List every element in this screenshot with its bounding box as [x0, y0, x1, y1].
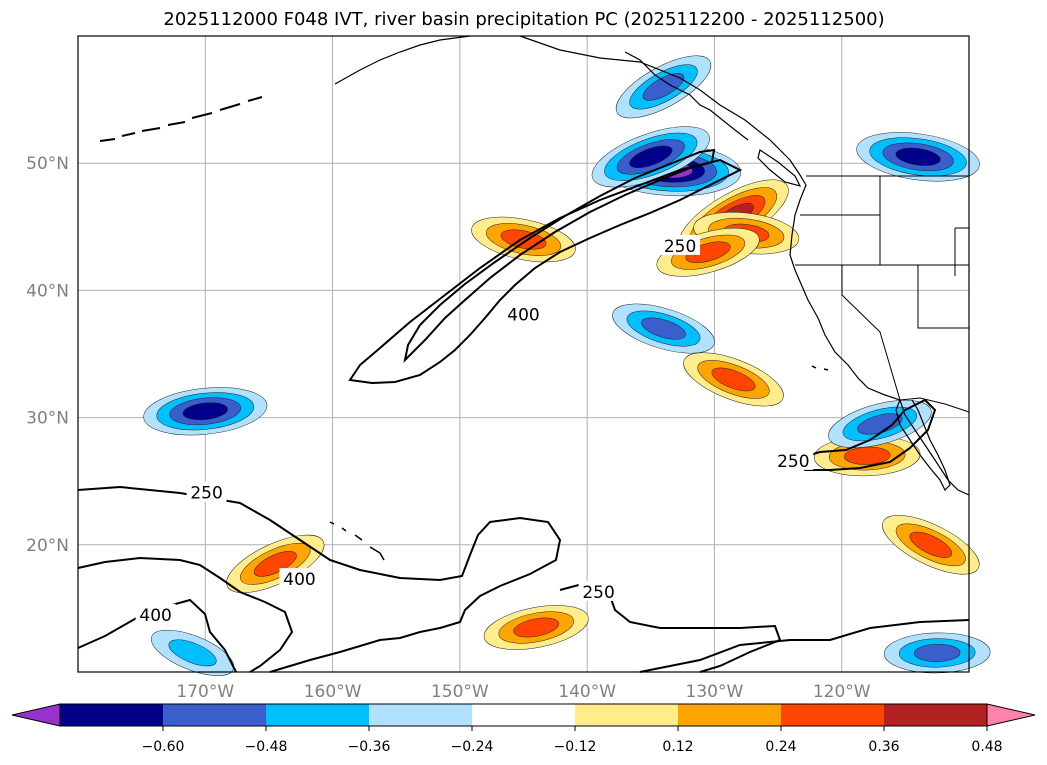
- contour-label: 250: [582, 583, 614, 603]
- negative-anomaly-area: [895, 147, 941, 166]
- contour-label: 250: [664, 237, 696, 257]
- y-tick-label: 40°N: [26, 281, 69, 301]
- negative-anomaly-area: [168, 639, 217, 667]
- colorbar-tick-label: 0.48: [971, 739, 1002, 755]
- colorbar-tick-label: −0.36: [348, 739, 391, 755]
- contour-label-bg: [135, 603, 176, 624]
- positive-anomaly-area: [513, 617, 560, 638]
- coastline-baja: [895, 399, 951, 492]
- contour-label-bg: [578, 580, 619, 601]
- positive-anomaly-area: [685, 241, 731, 263]
- x-tick-label: 130°W: [686, 682, 744, 702]
- colorbar-frame: [59, 703, 988, 727]
- coastline-alaska-panhandle: [624, 51, 749, 141]
- contour-label: 400: [507, 306, 539, 326]
- colorbar-segment: [60, 704, 164, 726]
- contour-label-bg: [503, 303, 544, 324]
- colorbar-extend-low: [11, 703, 61, 727]
- contour-label-bg: [660, 234, 701, 255]
- x-tick-label: 140°W: [558, 682, 616, 702]
- colorbar-segment: [781, 704, 885, 726]
- x-tick-label: 150°W: [431, 682, 489, 702]
- precip-fields: [143, 55, 991, 676]
- colorbar-tick-label: 0.24: [765, 739, 796, 755]
- coastline-north-america: [334, 35, 970, 496]
- contour-400-plume: [403, 148, 716, 364]
- negative-anomaly-area: [641, 317, 686, 340]
- colorbar: −0.60 −0.48 −0.36 −0.24 −0.12 0.12 0.24 0.36 0.4…: [11, 703, 1036, 755]
- contour-label: 400: [283, 570, 315, 590]
- colorbar-segment: [575, 704, 679, 726]
- colorbar-segment: [266, 704, 370, 726]
- colorbar-segment: [884, 704, 988, 726]
- negative-anomaly-area: [182, 402, 228, 421]
- colorbar-segment: [472, 704, 576, 726]
- channel-islands: [811, 365, 829, 371]
- coastline-vancouver-island: [757, 149, 802, 187]
- contour-label-bg: [773, 449, 814, 470]
- colorbar-tick-label: −0.60: [142, 739, 185, 755]
- contour-label: 250: [190, 484, 222, 504]
- aleutian-islands: [99, 96, 263, 142]
- contour-label-bg: [279, 568, 320, 589]
- contour-label-bg: [186, 481, 227, 502]
- contour-250-southeast: [639, 398, 970, 673]
- contour-250-tropical: [77, 485, 562, 673]
- borders: [795, 175, 970, 413]
- negative-anomaly-area: [629, 145, 673, 169]
- contour-label: 250: [777, 452, 809, 472]
- colorbar-tick-label: 0.12: [662, 739, 693, 755]
- map-area: 250 400 400 400 250 250 250: [77, 35, 991, 676]
- coastlines: [99, 35, 970, 561]
- colorbar-tick-label: −0.48: [245, 739, 288, 755]
- colorbar-tick-label: −0.12: [554, 739, 597, 755]
- border-us-mexico: [899, 397, 970, 413]
- chart-title: 2025112000 F048 IVT, river basin precipi…: [163, 9, 884, 30]
- colorbar-segment: [163, 704, 267, 726]
- negative-anomaly-area: [642, 73, 685, 101]
- positive-anomaly-area: [909, 531, 953, 558]
- contour-400-tropical: [77, 556, 294, 673]
- x-tick-label: 120°W: [813, 682, 871, 702]
- hawaii-islands: [329, 521, 385, 561]
- contour-label: 400: [139, 606, 171, 626]
- colorbar-segment: [678, 704, 782, 726]
- x-tick-label: 170°W: [176, 682, 234, 702]
- positive-anomaly-area: [711, 367, 756, 392]
- y-tick-label: 50°N: [26, 154, 69, 174]
- map-background: [78, 36, 969, 672]
- map-frame: [77, 35, 970, 673]
- colorbar-tick-label: 0.36: [868, 739, 899, 755]
- negative-anomaly-area: [913, 643, 961, 662]
- contour-labels: 250 400 400 400 250 250 250: [135, 234, 814, 626]
- y-tick-label: 20°N: [26, 536, 69, 556]
- axis-ticks: 170°W 160°W 150°W 140°W 130°W 120°W 20°N 30°N 40…: [26, 154, 871, 702]
- colorbar-tick-label: −0.24: [451, 739, 494, 755]
- border-states: [795, 176, 969, 401]
- x-tick-label: 160°W: [304, 682, 362, 702]
- colorbar-extend-high: [986, 703, 1036, 727]
- contour-250-plume: [348, 158, 743, 385]
- y-tick-label: 30°N: [26, 409, 69, 429]
- colorbar-segment: [369, 704, 473, 726]
- positive-anomaly-area: [253, 551, 297, 577]
